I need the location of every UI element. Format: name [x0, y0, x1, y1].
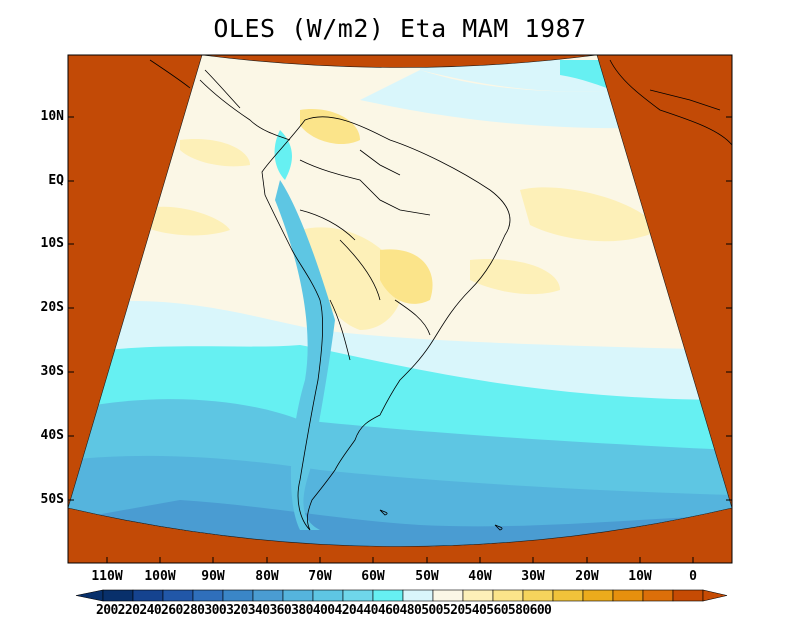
lat-label-10n: 10N [40, 109, 64, 124]
lon-label-110w: 110W [91, 569, 123, 584]
map-title: OLES (W/m2) Eta MAM 1987 [213, 14, 587, 43]
lat-label-50s: 50S [40, 492, 64, 507]
lat-label-eq: EQ [48, 173, 64, 188]
lat-label-20s: 20S [40, 300, 64, 315]
lon-label-0: 0 [689, 569, 697, 584]
colorbar-labels: 2002202402602803003203403603804004204404… [96, 604, 552, 618]
lon-label-80w: 80W [255, 569, 279, 584]
coastlines [149, 59, 732, 531]
lon-label-30w: 30W [521, 569, 545, 584]
lat-label-40s: 40S [40, 428, 64, 443]
lon-label-50w: 50W [415, 569, 439, 584]
lon-label-60w: 60W [361, 569, 385, 584]
lon-label-100w: 100W [144, 569, 176, 584]
lat-label-10s: 10S [40, 236, 64, 251]
lon-label-90w: 90W [201, 569, 225, 584]
lon-label-40w: 40W [468, 569, 492, 584]
lon-label-10w: 10W [628, 569, 652, 584]
lon-label-70w: 70W [308, 569, 332, 584]
plot-frame [67, 54, 733, 564]
lon-label-20w: 20W [575, 569, 599, 584]
lat-label-30s: 30S [40, 364, 64, 379]
